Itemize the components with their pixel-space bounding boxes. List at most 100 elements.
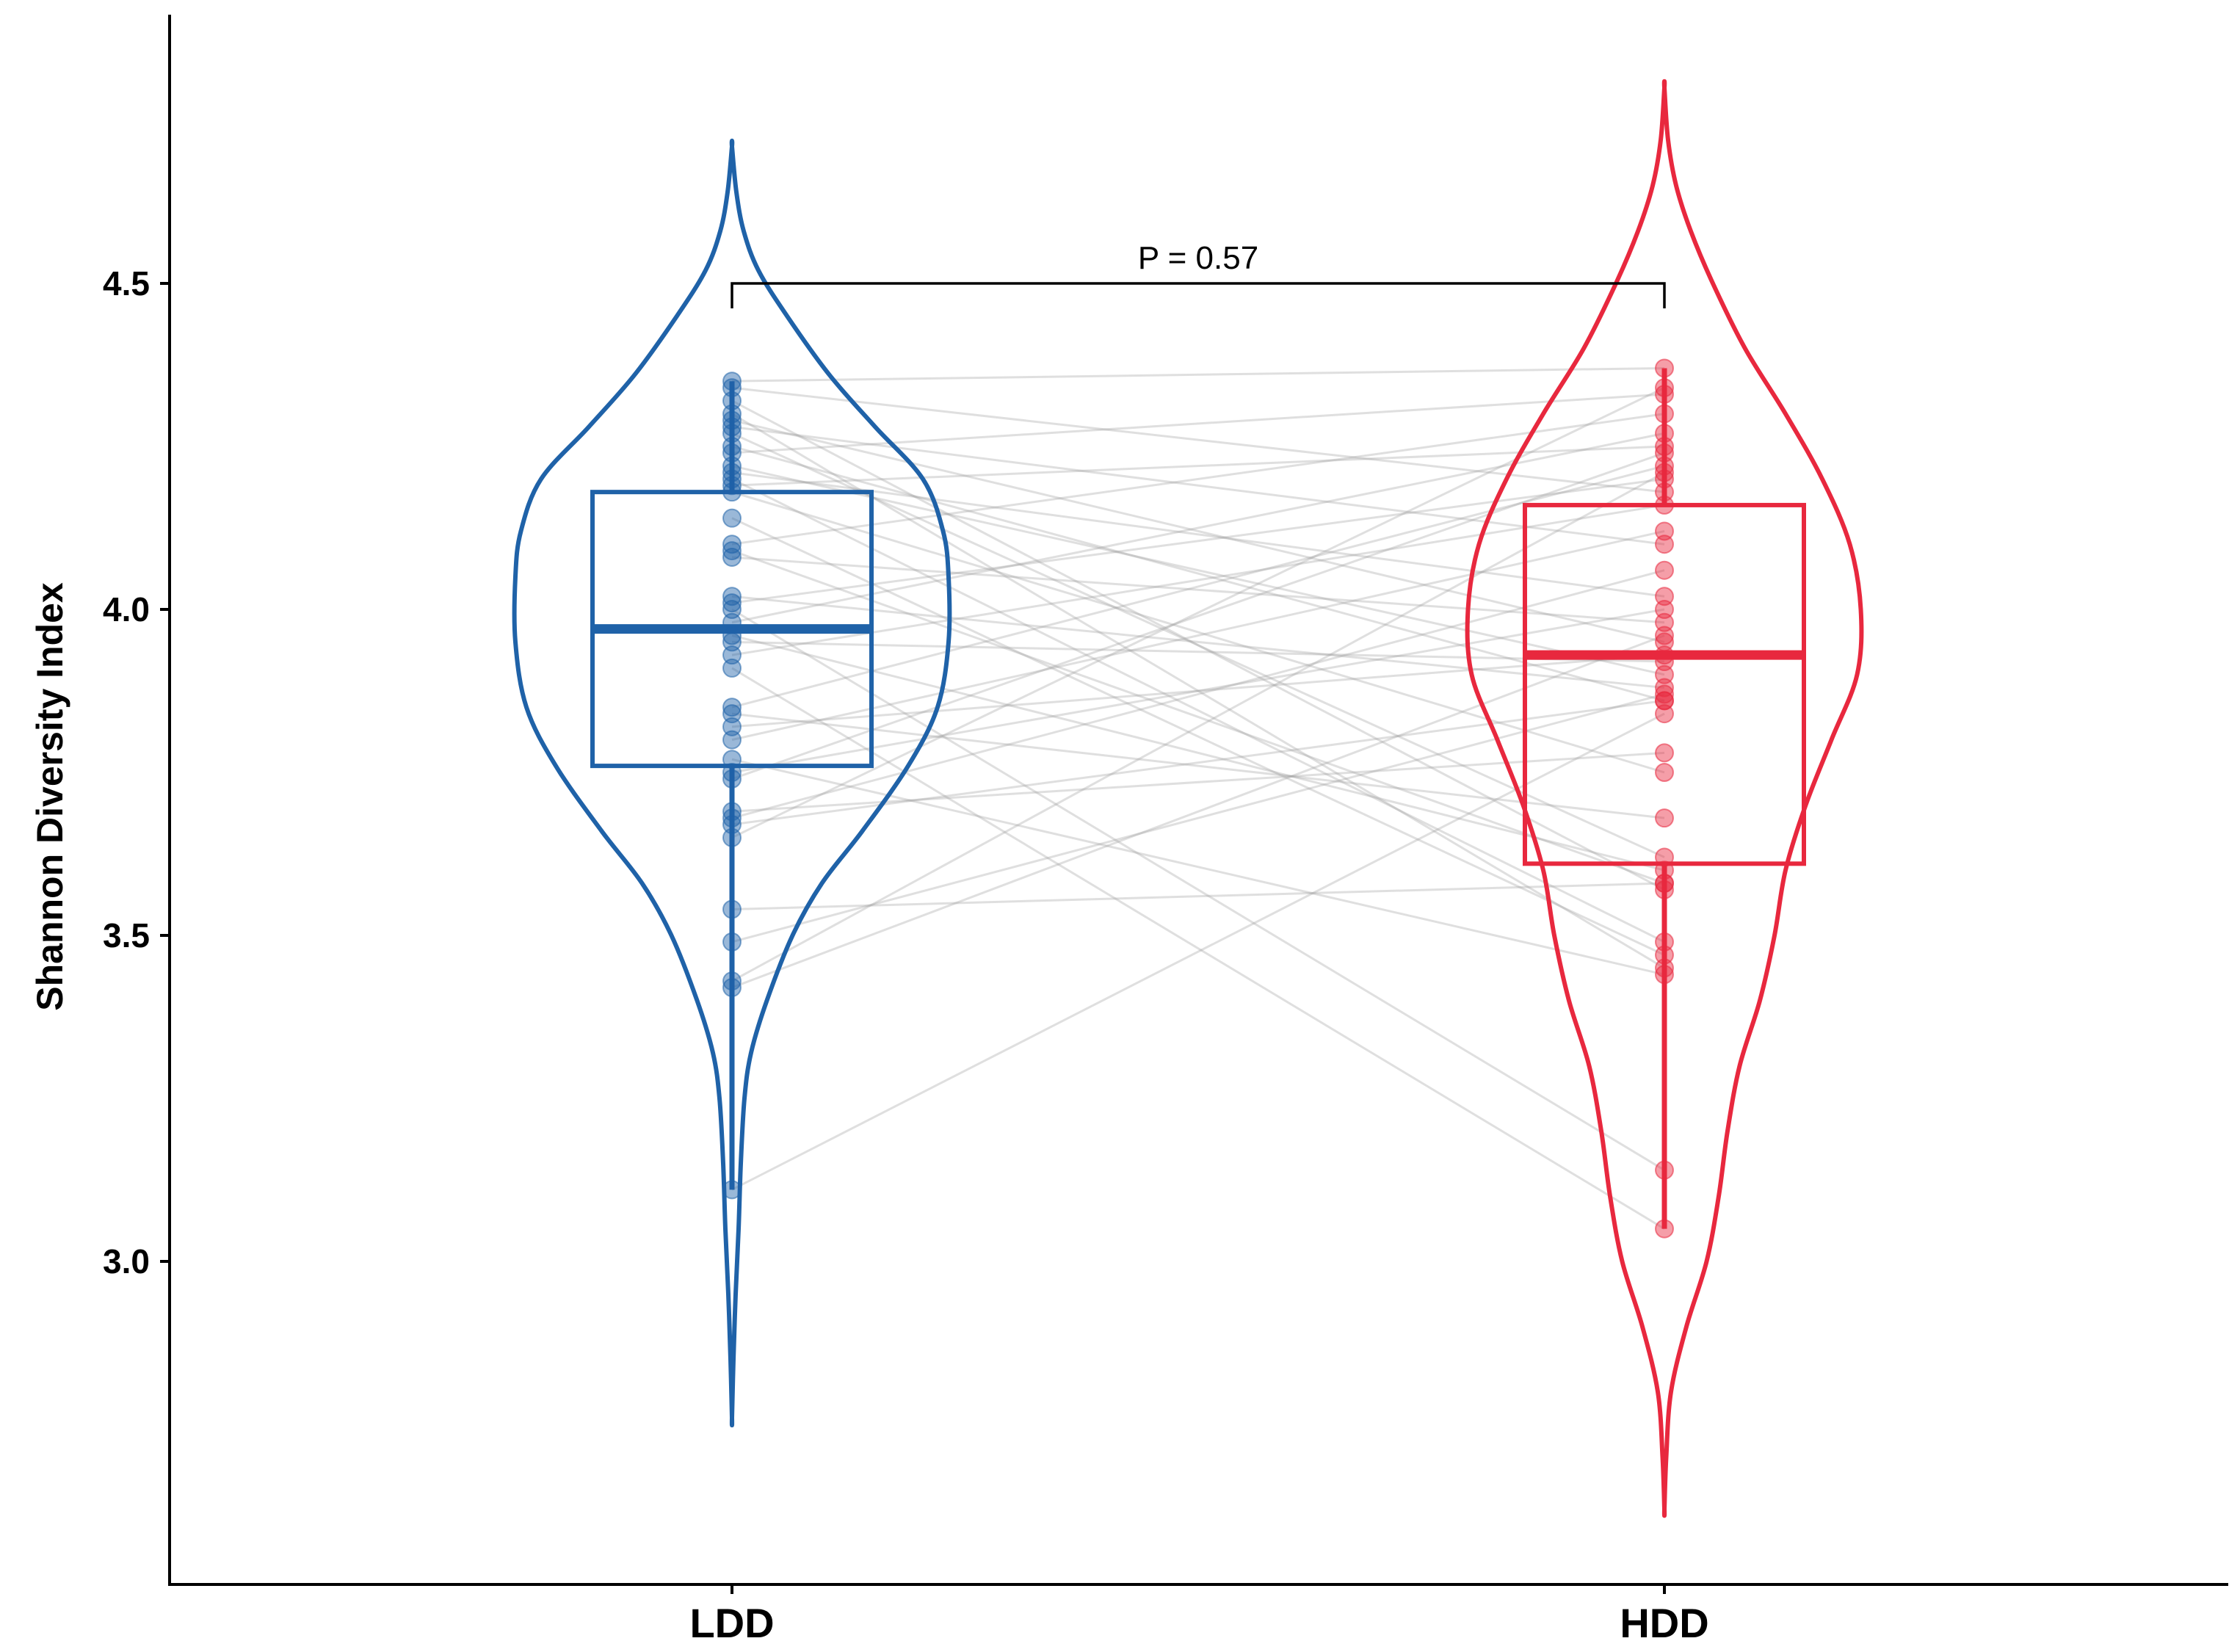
data-point-ldd <box>722 899 742 919</box>
data-point-ldd <box>722 971 742 991</box>
box-hdd <box>1523 502 1806 866</box>
data-point-ldd <box>722 482 742 502</box>
data-point-ldd <box>722 463 742 482</box>
data-point-hdd <box>1655 437 1674 456</box>
data-point-hdd <box>1655 482 1674 502</box>
pair-line <box>731 386 1665 839</box>
pair-line <box>731 640 1665 663</box>
data-point-ldd <box>722 658 742 678</box>
pair-line <box>731 465 1665 676</box>
pair-line <box>731 471 1665 982</box>
data-point-hdd <box>1655 652 1674 672</box>
pair-line <box>731 634 1665 989</box>
data-point-hdd <box>1655 560 1674 580</box>
data-point-hdd <box>1655 873 1674 893</box>
data-point-hdd <box>1655 469 1674 489</box>
data-point-hdd <box>1655 600 1674 619</box>
pair-line <box>731 634 1665 872</box>
data-point-hdd <box>1655 704 1674 724</box>
data-point-ldd <box>722 763 742 782</box>
pair-line <box>731 549 1665 885</box>
pair-line <box>731 445 1665 487</box>
data-point-ldd <box>722 632 742 652</box>
significance-bracket: P = 0.57 <box>731 240 1666 308</box>
data-point-hdd <box>1655 521 1674 541</box>
data-point-hdd <box>1655 847 1674 867</box>
pair-line <box>731 667 1665 1230</box>
pair-line <box>731 712 1665 1191</box>
data-point-hdd <box>1655 358 1674 378</box>
pair-line <box>731 529 1665 742</box>
pair-line <box>731 432 1665 858</box>
y-axis-title: Shannon Diversity Index <box>29 582 70 1011</box>
x-tick-label-ldd: LDD <box>689 1600 774 1646</box>
data-point-ldd <box>722 424 742 443</box>
data-point-hdd <box>1655 684 1674 704</box>
data-point-ldd <box>722 469 742 489</box>
y-tick-label-4.5: 4.5 <box>103 264 150 302</box>
data-point-hdd <box>1655 535 1674 554</box>
data-point-ldd <box>722 443 742 463</box>
data-point-ldd <box>722 410 742 430</box>
pair-line <box>731 478 1665 943</box>
pair-line <box>731 608 1665 774</box>
y-tick-label-3.0: 3.0 <box>103 1242 150 1280</box>
pair-line <box>731 465 1665 709</box>
data-point-ldd <box>722 750 742 769</box>
x-ticks: LDD HDD <box>689 1584 1709 1646</box>
pair-line <box>731 477 1665 604</box>
data-point-hdd <box>1655 945 1674 965</box>
pair-line <box>731 751 1665 813</box>
pair-line <box>731 490 1665 774</box>
data-point-ldd <box>722 978 742 998</box>
data-point-hdd <box>1655 880 1674 899</box>
data-point-ldd <box>722 417 742 437</box>
x-tick-label-hdd: HDD <box>1620 1600 1708 1646</box>
data-point-ldd <box>722 456 742 476</box>
data-point-hdd <box>1655 463 1674 482</box>
data-point-hdd <box>1655 932 1674 952</box>
data-point-ldd <box>722 541 742 561</box>
pair-line <box>731 366 1665 383</box>
data-point-ldd <box>722 704 742 724</box>
p-value-label: P = 0.57 <box>1138 240 1258 276</box>
data-point-hdd <box>1655 378 1674 398</box>
data-point-hdd <box>1655 404 1674 424</box>
data-point-hdd <box>1655 691 1674 711</box>
data-point-ldd <box>722 808 742 828</box>
data-point-hdd <box>1655 612 1674 632</box>
data-point-ldd <box>722 730 742 750</box>
data-point-hdd <box>1655 1219 1674 1239</box>
pair-line <box>731 413 1665 546</box>
pair-line <box>731 882 1665 910</box>
y-tick-label-3.5: 3.5 <box>103 916 150 954</box>
pair-line <box>731 452 1665 780</box>
pair-line <box>731 653 1665 728</box>
data-point-ldd <box>722 378 742 398</box>
pair-line <box>731 419 1665 643</box>
pair-line <box>731 504 1665 656</box>
pair-line <box>731 608 1665 1171</box>
pair-line <box>731 517 1665 956</box>
data-points <box>722 358 1674 1239</box>
data-point-ldd <box>722 802 742 822</box>
pair-lines <box>731 366 1665 1230</box>
pair-line <box>731 399 1665 891</box>
data-point-ldd <box>722 612 742 632</box>
data-point-hdd <box>1655 1160 1674 1180</box>
data-point-hdd <box>1655 965 1674 985</box>
data-point-ldd <box>722 600 742 619</box>
pair-line <box>731 556 1665 624</box>
data-point-ldd <box>722 476 742 496</box>
violins <box>512 79 1864 1518</box>
data-point-ldd <box>722 535 742 554</box>
data-point-ldd <box>722 698 742 717</box>
pair-line <box>731 595 1665 689</box>
pair-line <box>731 471 1665 598</box>
data-point-ldd <box>722 932 742 952</box>
data-point-hdd <box>1655 958 1674 978</box>
pair-line <box>731 413 1665 969</box>
violin-ldd <box>512 138 952 1428</box>
pair-line <box>731 432 1665 624</box>
